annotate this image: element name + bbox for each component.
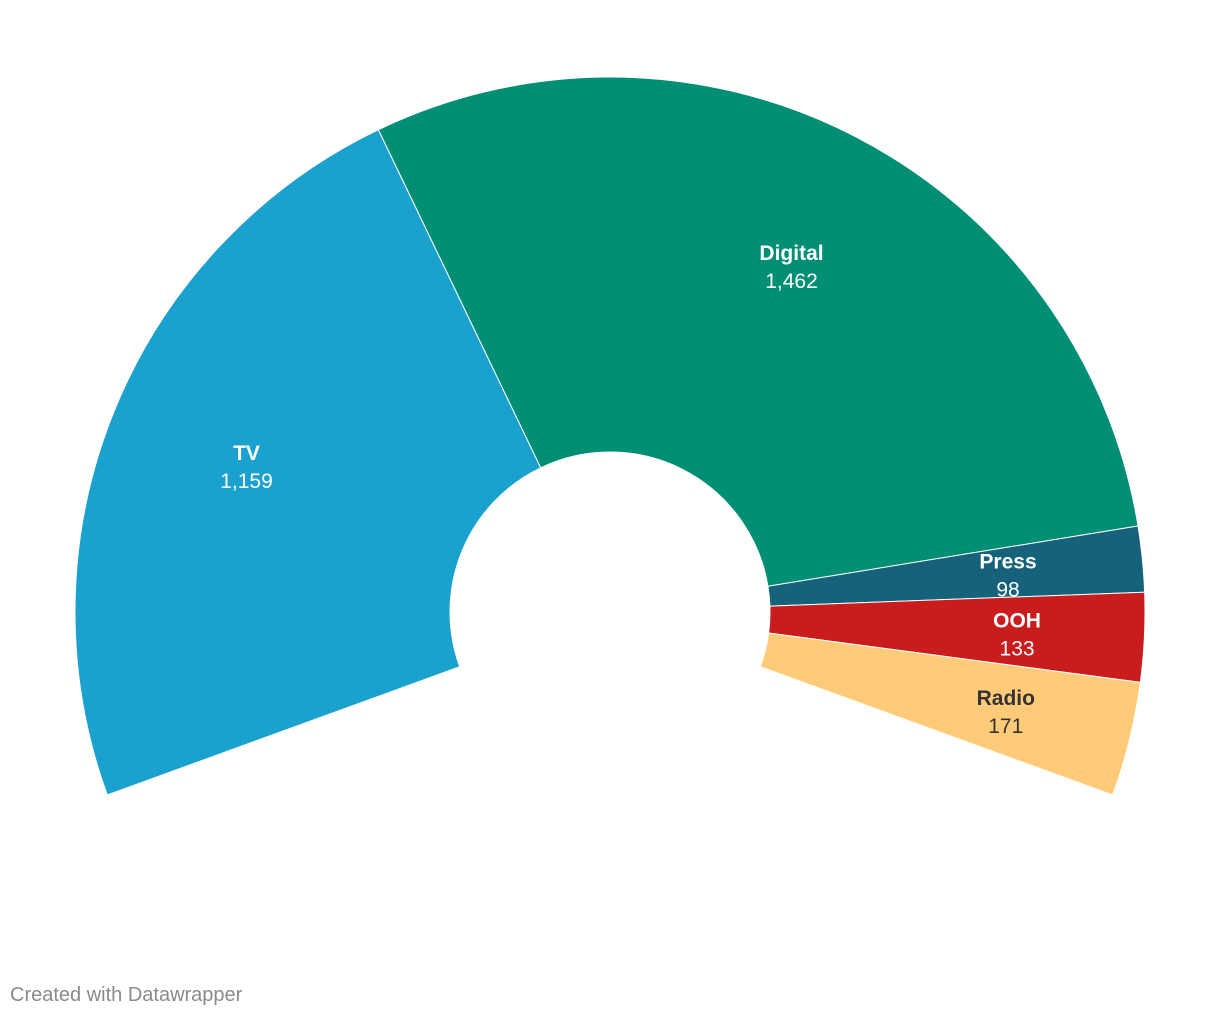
footer-credit[interactable]: Created with Datawrapper (10, 984, 243, 1006)
slices-layer (74, 76, 1146, 796)
slice-value-digital: 1,462 (765, 270, 818, 293)
slice-value-tv: 1,159 (220, 470, 273, 493)
slice-label-tv: TV (233, 442, 260, 465)
slice-value-press: 98 (996, 578, 1019, 601)
slice-radio[interactable] (759, 632, 1141, 796)
slice-digital[interactable] (377, 76, 1139, 587)
labels-layer: TV 1,159 Digital 1,462 Press 98 OOH 133 Radio 171 (220, 242, 1041, 738)
slice-label-radio: Radio (977, 687, 1035, 710)
slice-label-digital: Digital (759, 242, 823, 265)
slice-tv[interactable] (74, 129, 542, 796)
slice-label-press: Press (979, 550, 1036, 573)
slice-label-ooh: OOH (993, 609, 1041, 632)
slice-value-radio: 171 (988, 715, 1023, 738)
slice-value-ooh: 133 (1000, 637, 1035, 660)
